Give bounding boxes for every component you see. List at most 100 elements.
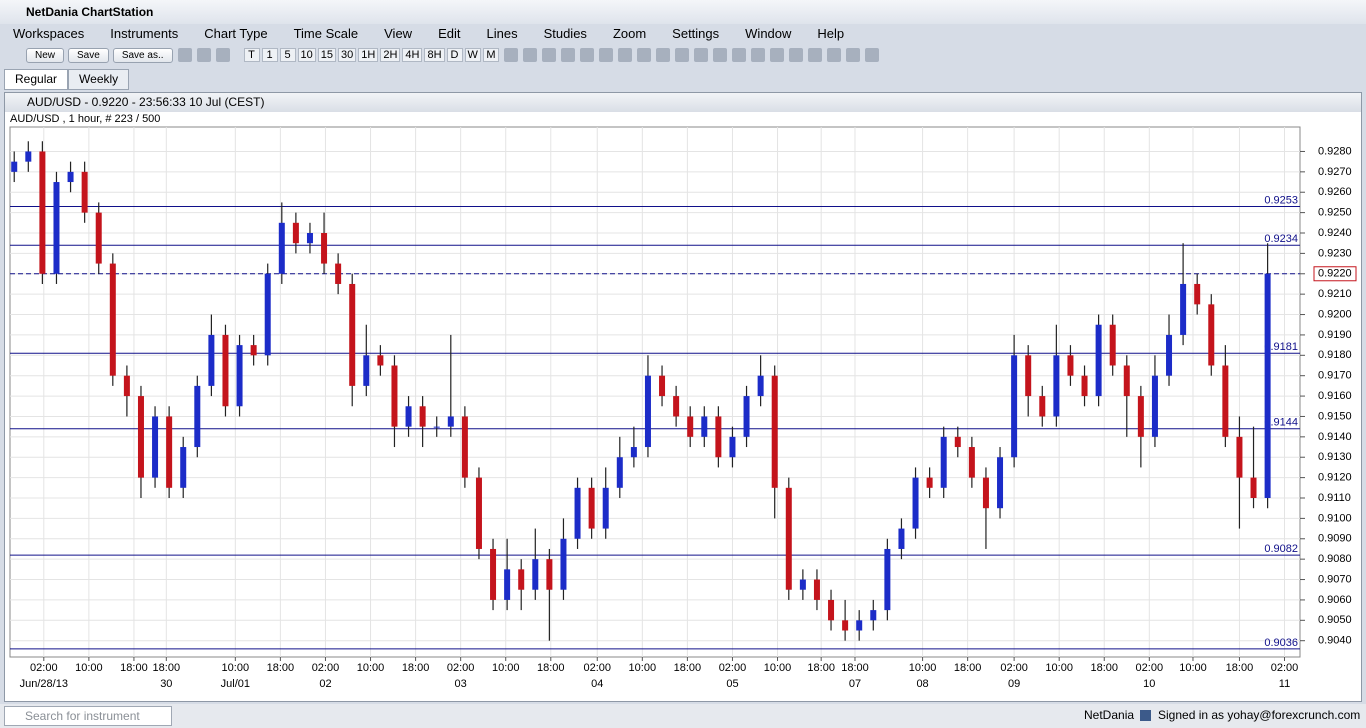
menu-item[interactable]: Workspaces bbox=[13, 26, 85, 41]
toolbar-icon[interactable] bbox=[864, 48, 879, 62]
candle-body bbox=[1151, 375, 1158, 437]
candle-body bbox=[828, 599, 835, 621]
menu-item[interactable]: Edit bbox=[438, 26, 461, 41]
candle-body bbox=[687, 416, 694, 437]
candle-body bbox=[306, 233, 313, 244]
toolbar-icon[interactable] bbox=[560, 48, 575, 62]
toolbar-icon[interactable] bbox=[541, 48, 556, 62]
toolbar-icon[interactable] bbox=[712, 48, 727, 62]
candle-body bbox=[1123, 365, 1130, 397]
timescale-button[interactable]: W bbox=[464, 48, 481, 62]
candle-body bbox=[701, 416, 708, 437]
toolbar-icon[interactable] bbox=[617, 48, 632, 62]
toolbar-icon[interactable] bbox=[769, 48, 784, 62]
timescale-button[interactable]: 10 bbox=[297, 48, 316, 62]
candle-body bbox=[954, 436, 961, 448]
toolbar-button[interactable]: Save as.. bbox=[112, 47, 173, 63]
search-box[interactable]: Search for instrument bbox=[4, 706, 172, 726]
y-tick-label: 0.9140 bbox=[1318, 431, 1352, 443]
date-label: 03 bbox=[455, 678, 467, 690]
y-tick-label: 0.9280 bbox=[1318, 145, 1352, 157]
y-tick-label: 0.9270 bbox=[1318, 166, 1352, 178]
menu-item[interactable]: Time Scale bbox=[293, 26, 359, 41]
toolbar: New Save Save as.. T 1 5 10 15 30 1H 2H 4H 8H D W M bbox=[0, 44, 1366, 66]
toolbar-icon[interactable] bbox=[196, 48, 211, 62]
y-tick-label: 0.9130 bbox=[1318, 451, 1352, 463]
timescale-button[interactable]: T bbox=[243, 48, 260, 62]
menu-item[interactable]: Zoom bbox=[612, 26, 647, 41]
toolbar-icon[interactable] bbox=[598, 48, 613, 62]
candle-body bbox=[180, 447, 187, 488]
toolbar-icon[interactable] bbox=[845, 48, 860, 62]
toolbar-icon[interactable] bbox=[693, 48, 708, 62]
candle-body bbox=[560, 538, 567, 590]
timescale-button[interactable]: 5 bbox=[279, 48, 296, 62]
timescale-button[interactable]: 2H bbox=[380, 48, 401, 62]
tab[interactable]: Regular bbox=[4, 69, 69, 90]
timescale-button[interactable]: 8H bbox=[424, 48, 445, 62]
candle-body bbox=[630, 447, 637, 458]
candle-body bbox=[1081, 375, 1088, 397]
x-tick-label: 18:00 bbox=[267, 662, 295, 674]
y-tick-label: 0.9190 bbox=[1318, 329, 1352, 341]
candle-body bbox=[659, 375, 666, 397]
candle-body bbox=[518, 569, 525, 590]
date-label: Jun/28/13 bbox=[20, 678, 68, 690]
timescale-button[interactable]: 4H bbox=[402, 48, 423, 62]
title-bar: NetDania ChartStation bbox=[0, 0, 1366, 24]
candle-body bbox=[898, 528, 905, 549]
timescale-button[interactable]: M bbox=[482, 48, 499, 62]
chart-window-title: AUD/USD - 0.9220 - 23:56:33 10 Jul (CEST… bbox=[27, 95, 265, 109]
candle-body bbox=[884, 548, 891, 611]
timescale-button[interactable]: 1 bbox=[261, 48, 278, 62]
candle-body bbox=[95, 212, 102, 264]
menu-item[interactable]: Studies bbox=[543, 26, 587, 41]
x-tick-label: 10:00 bbox=[75, 662, 103, 674]
toolbar-icon[interactable] bbox=[215, 48, 230, 62]
toolbar-icon[interactable] bbox=[177, 48, 192, 62]
toolbar-button[interactable]: Save bbox=[68, 47, 109, 63]
toolbar-icon[interactable] bbox=[674, 48, 689, 62]
toolbar-icon[interactable] bbox=[731, 48, 746, 62]
candle-body bbox=[1208, 304, 1215, 366]
x-tick-label: 18:00 bbox=[537, 662, 565, 674]
toolbar-icon[interactable] bbox=[522, 48, 537, 62]
menu-item[interactable]: View bbox=[384, 26, 413, 41]
toolbar-button[interactable]: New bbox=[26, 47, 65, 63]
toolbar-icon[interactable] bbox=[807, 48, 822, 62]
menu-item[interactable]: Window bbox=[745, 26, 792, 41]
candle-body bbox=[504, 569, 511, 600]
timescale-button[interactable]: 30 bbox=[338, 48, 357, 62]
menu-item[interactable]: Lines bbox=[486, 26, 518, 41]
level-label: 0.9234 bbox=[1264, 233, 1298, 245]
menu-item[interactable]: Chart Type bbox=[204, 26, 268, 41]
candle-body bbox=[1180, 283, 1187, 335]
timescale-button[interactable]: D bbox=[446, 48, 463, 62]
toolbar-icon[interactable] bbox=[579, 48, 594, 62]
toolbar-icon[interactable] bbox=[655, 48, 670, 62]
candle-body bbox=[743, 396, 750, 437]
timescale-button[interactable]: 1H bbox=[358, 48, 379, 62]
tab[interactable]: Weekly bbox=[68, 69, 130, 90]
candle-body bbox=[1194, 283, 1201, 305]
toolbar-icon[interactable] bbox=[636, 48, 651, 62]
candle-body bbox=[757, 375, 764, 397]
menu-item[interactable]: Settings bbox=[672, 26, 720, 41]
x-tick-label: 10:00 bbox=[1179, 662, 1207, 674]
toolbar-icon[interactable] bbox=[826, 48, 841, 62]
toolbar-icon[interactable] bbox=[788, 48, 803, 62]
candle-body bbox=[194, 385, 201, 448]
x-tick-label: 18:00 bbox=[841, 662, 869, 674]
candle-body bbox=[997, 457, 1004, 509]
x-tick-label: 10:00 bbox=[764, 662, 792, 674]
menu-item[interactable]: Help bbox=[817, 26, 845, 41]
y-tick-label: 0.9160 bbox=[1318, 390, 1352, 402]
y-tick-label: 0.9050 bbox=[1318, 614, 1352, 626]
toolbar-icon[interactable] bbox=[750, 48, 765, 62]
candle-body bbox=[39, 151, 46, 274]
timescale-button[interactable]: 15 bbox=[317, 48, 337, 62]
candle-body bbox=[152, 416, 159, 478]
toolbar-icon[interactable] bbox=[503, 48, 518, 62]
candle-body bbox=[813, 579, 820, 600]
menu-item[interactable]: Instruments bbox=[110, 26, 179, 41]
